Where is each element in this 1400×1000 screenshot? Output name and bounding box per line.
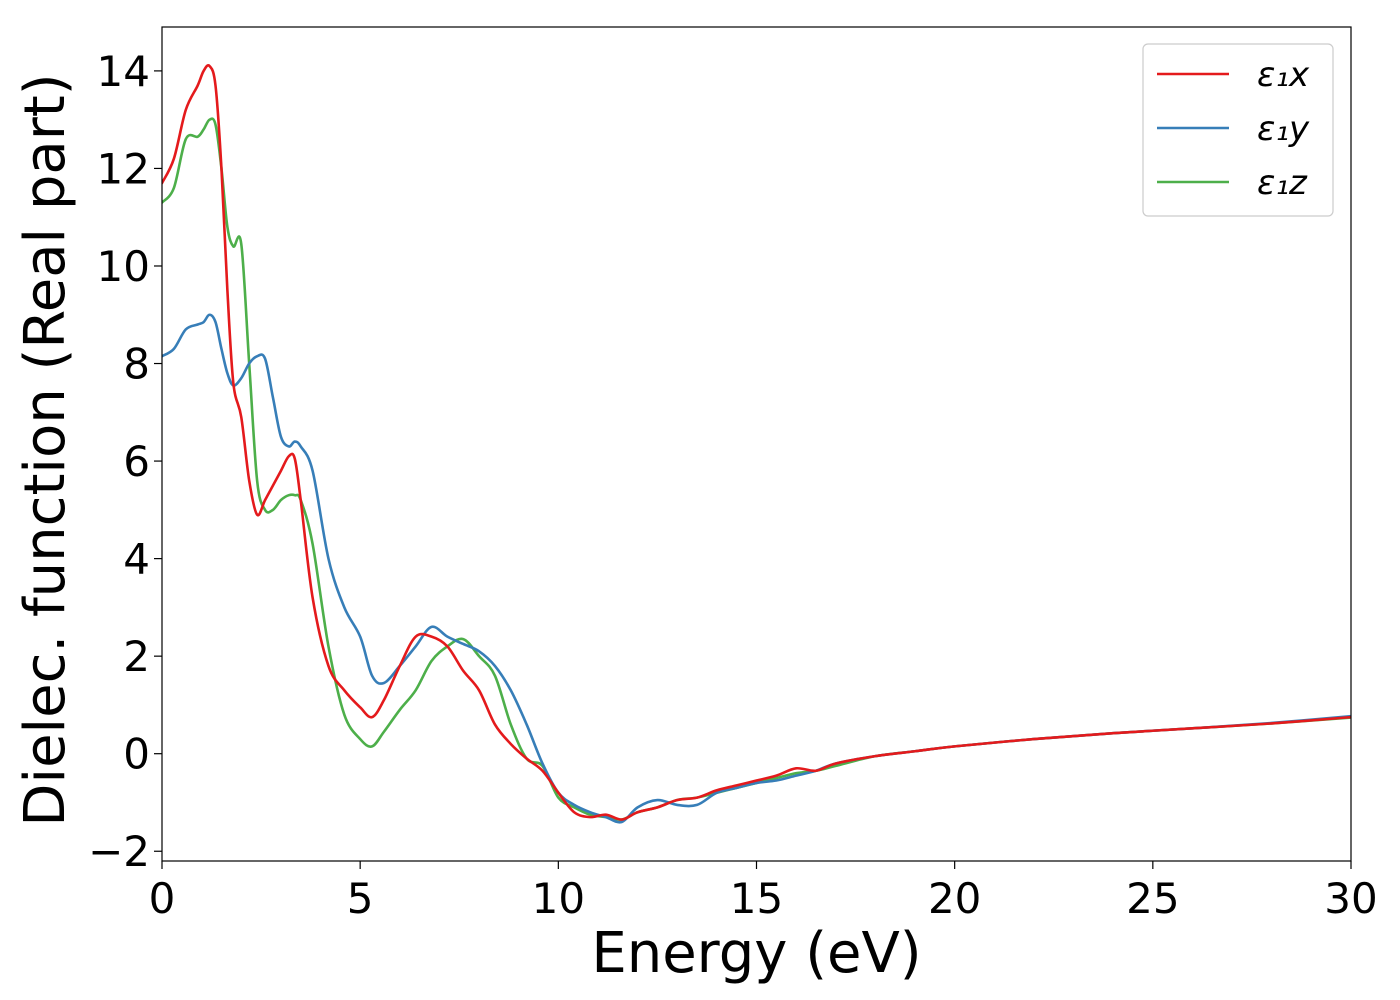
series-layer <box>162 64 1351 824</box>
x-tick-label: 25 <box>1126 874 1179 923</box>
legend-box <box>1142 43 1334 217</box>
series-line-2 <box>162 117 1351 822</box>
plot-frame <box>161 26 1352 862</box>
y-axis-title: Dielec. function (Real part) <box>13 73 78 826</box>
y-tick-label: −2 <box>88 827 150 876</box>
legend-label: ε₁x <box>1257 55 1310 95</box>
y-axis-ticks: −2 0 2 4 6 8 10 12 14 <box>88 47 162 876</box>
x-axis-ticks: 0 5 10 15 20 25 30 <box>149 861 1378 923</box>
x-tick-label: 5 <box>347 874 374 923</box>
series-line-0 <box>162 64 1351 821</box>
y-tick-label: 8 <box>123 340 150 389</box>
x-tick-label: 20 <box>928 874 981 923</box>
legend-label: ε₁y <box>1257 109 1310 149</box>
y-tick-label: 4 <box>123 535 150 584</box>
legend: ε₁x ε₁y ε₁z <box>1142 43 1334 217</box>
y-tick-label: 12 <box>97 144 150 193</box>
legend-label: ε₁z <box>1257 163 1308 203</box>
x-tick-label: 30 <box>1324 874 1377 923</box>
x-tick-label: 15 <box>730 874 783 923</box>
x-tick-label: 0 <box>149 874 176 923</box>
y-tick-label: 2 <box>123 632 150 681</box>
series-line-1 <box>162 313 1351 824</box>
y-tick-label: 14 <box>97 47 150 96</box>
y-tick-label: 10 <box>97 242 150 291</box>
y-tick-label: 6 <box>123 437 150 486</box>
x-axis-title: Energy (eV) <box>591 921 921 986</box>
legend-entries: ε₁x ε₁y ε₁z <box>1157 55 1310 203</box>
x-tick-label: 10 <box>532 874 585 923</box>
y-tick-label: 0 <box>123 730 150 779</box>
